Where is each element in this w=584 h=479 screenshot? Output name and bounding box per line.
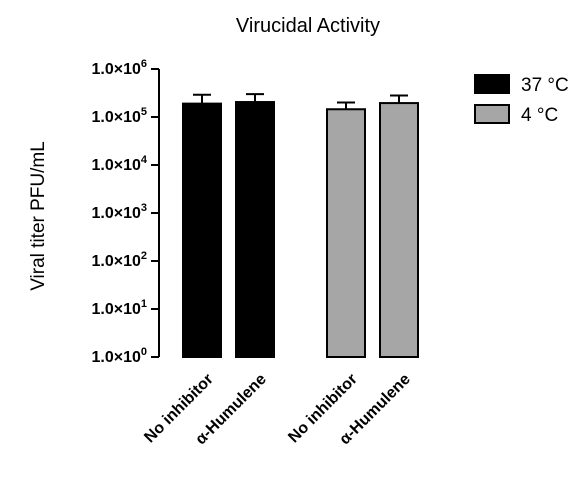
y-axis-ticks: 1.0×100 1.0×101 1.0×102 1.0×103 1.0×104 1.0×1… <box>91 58 159 366</box>
bar <box>235 101 275 358</box>
legend-label: 4 °C <box>521 105 558 126</box>
bars <box>182 93 419 358</box>
bar <box>326 108 366 358</box>
y-tick-label: 1.0×102 <box>91 250 147 270</box>
legend-swatch <box>474 74 510 94</box>
bar <box>182 102 222 358</box>
y-tick-label: 1.0×101 <box>91 298 147 318</box>
y-axis-label: Viral titer PFU/mL <box>28 141 49 291</box>
legend-swatch <box>474 104 510 124</box>
y-tick-label: 1.0×103 <box>91 202 147 222</box>
y-tick-label: 1.0×106 <box>91 58 147 78</box>
y-tick-label: 1.0×100 <box>91 346 147 366</box>
y-tick-label: 1.0×104 <box>91 154 147 174</box>
legend: 37 °C 4 °C <box>474 74 569 126</box>
chart-title: Virucidal Activity <box>236 15 380 37</box>
bar <box>379 102 419 358</box>
legend-label: 37 °C <box>521 75 569 96</box>
y-tick-label: 1.0×105 <box>91 106 147 126</box>
